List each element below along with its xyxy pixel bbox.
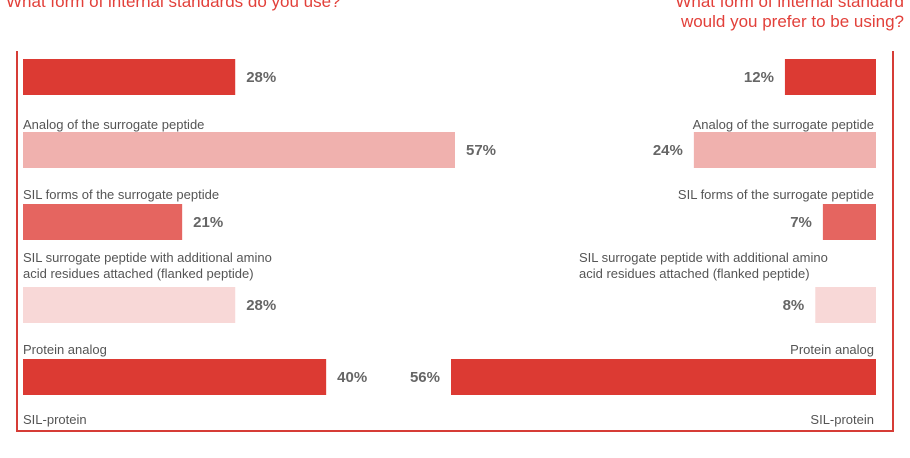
right-value-label: 24% [653,142,683,159]
right-category-label: Analog of the surrogate peptide [693,117,874,132]
frame-top-right-tick [892,51,894,57]
right-category-label: Protein analog [790,342,874,357]
left-category-label: SIL forms of the surrogate peptide [23,187,219,202]
right-category-label: SIL forms of the surrogate peptide [678,187,874,202]
right-value-label: 12% [744,69,774,86]
left-value-label: 57% [466,142,496,159]
frame-bottom-border [16,430,894,432]
left-bar [23,59,236,95]
right-bar [784,59,876,95]
left-category-label: SIL-protein [23,412,87,427]
frame-right-border [892,57,894,432]
frame-top-left-tick [16,51,18,57]
left-bar [23,132,455,168]
left-value-label: 21% [193,214,223,231]
left-bar [23,287,236,323]
right-bar [451,359,876,395]
right-bar [822,204,876,240]
right-value-label: 8% [783,297,805,314]
left-value-label: 28% [246,297,276,314]
right-chart-title: What form of internal standard would you… [675,0,904,31]
right-bar [693,132,876,168]
right-category-label: SIL surrogate peptide with additional am… [579,250,828,281]
left-category-label: Analog of the surrogate peptide [23,117,204,132]
left-bar [23,204,183,240]
left-bar [23,359,327,395]
left-chart-title: What form of internal standards do you u… [6,0,341,11]
right-category-label: SIL-protein [810,412,874,427]
left-category-label: Protein analog [23,342,107,357]
right-value-label: 7% [790,214,812,231]
frame-left-border [16,57,18,432]
left-category-label: SIL surrogate peptide with additional am… [23,250,272,281]
right-bar [815,287,876,323]
left-value-label: 28% [246,69,276,86]
right-value-label: 56% [410,369,440,386]
left-value-label: 40% [337,369,367,386]
